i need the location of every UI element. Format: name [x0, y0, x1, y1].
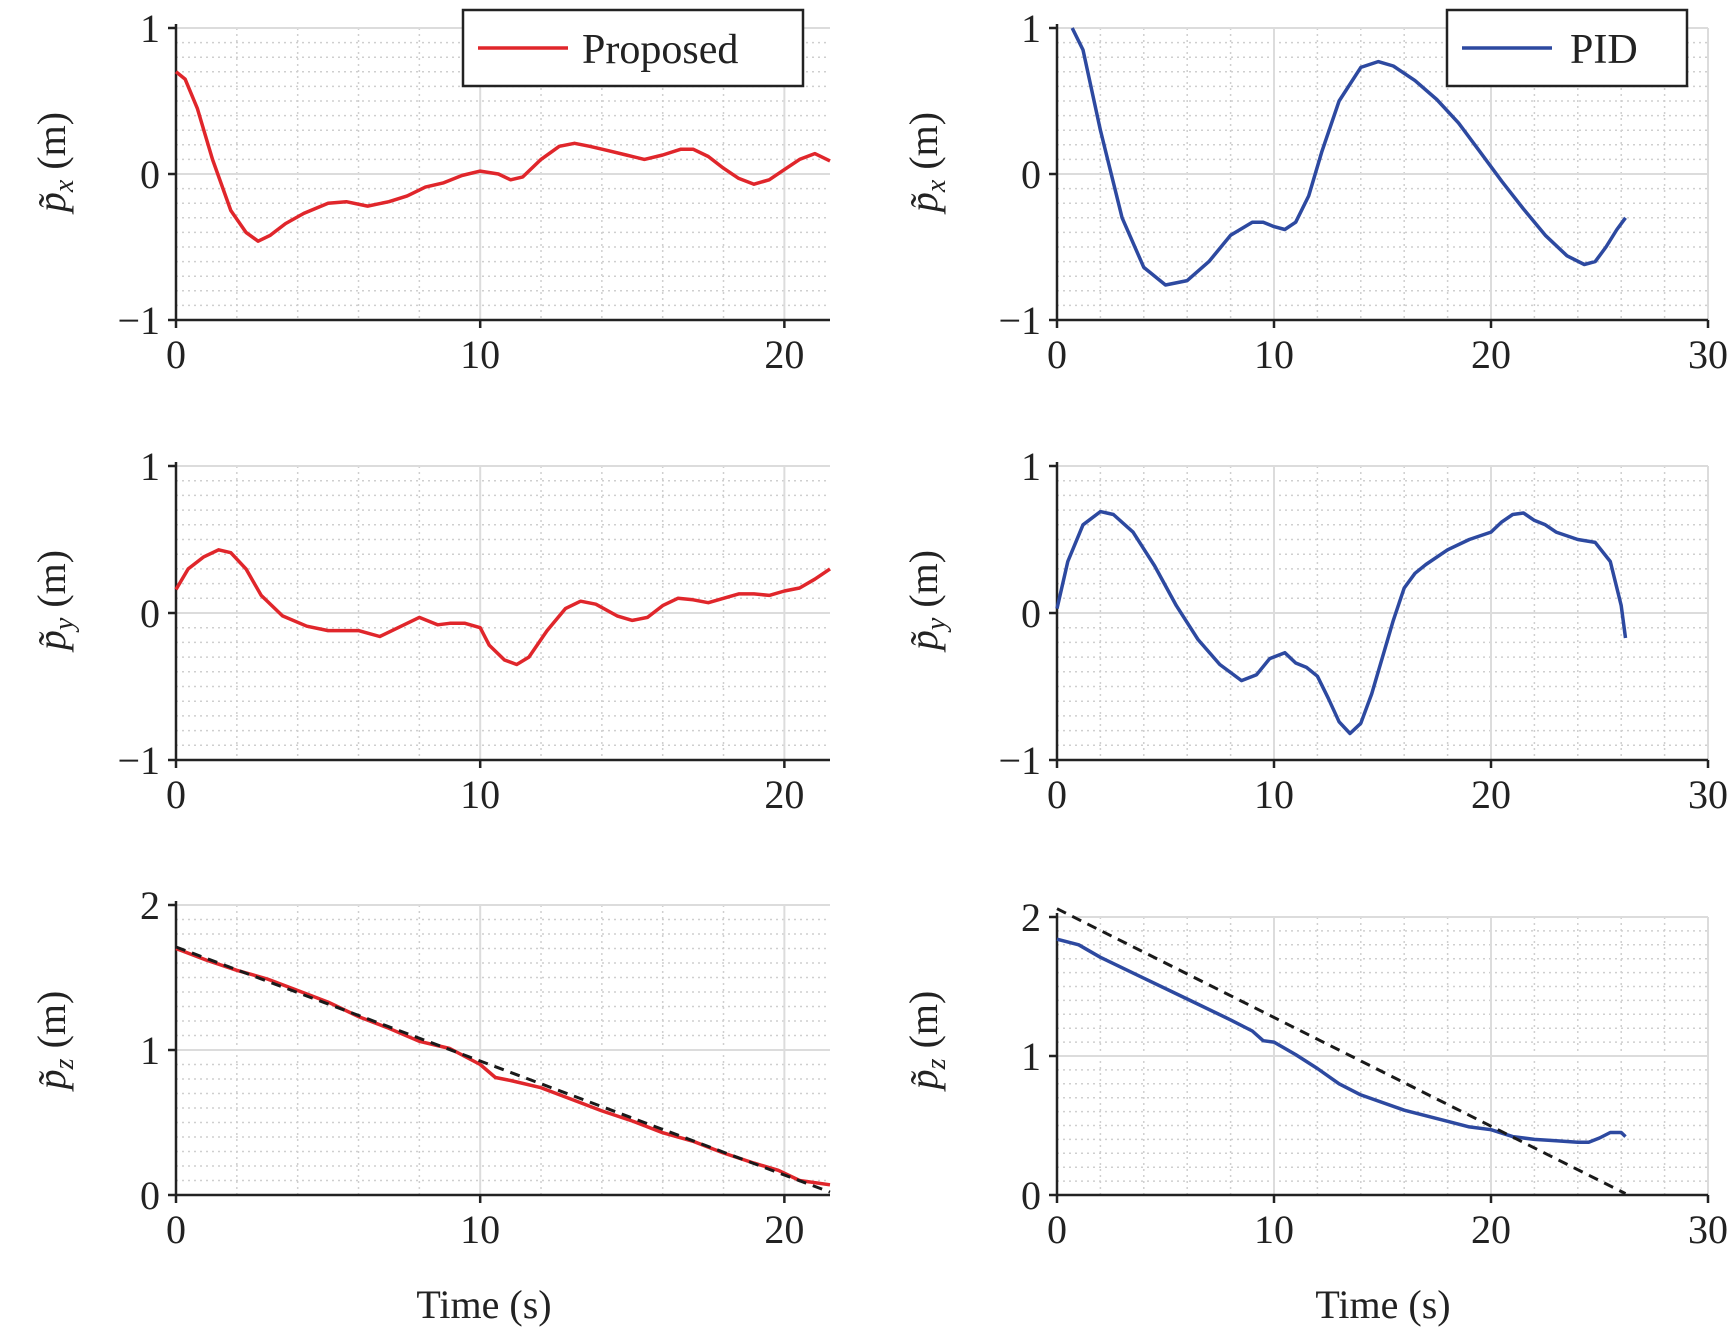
series-pid: [1070, 27, 1627, 287]
y-tick-label: 0: [140, 591, 160, 636]
y-tick-label: 1: [1021, 1034, 1041, 1079]
y-tick-label: 0: [1021, 152, 1041, 197]
legend-proposed: Proposed: [461, 8, 805, 88]
x-tick-label: 0: [166, 772, 186, 817]
x-tick-label: 20: [1471, 332, 1511, 377]
ylabel-px-right: p̃x (m): [901, 112, 952, 215]
ylabel-pz-right: p̃z (m): [901, 991, 952, 1093]
x-tick-label: 10: [460, 332, 500, 377]
x-tick-label: 0: [1047, 332, 1067, 377]
x-tick-label: 10: [1254, 332, 1294, 377]
y-tick-label: 1: [1021, 6, 1041, 51]
x-tick-label: 20: [764, 1207, 804, 1252]
y-tick-label: 0: [140, 1173, 160, 1218]
x-tick-label: 20: [764, 332, 804, 377]
y-tick-label: 2: [1021, 895, 1041, 940]
xlabel-right: Time (s): [1315, 1282, 1450, 1327]
legend-pid-label: PID: [1570, 27, 1638, 73]
series-pid: [1056, 937, 1627, 1144]
y-tick-label: −1: [117, 298, 160, 343]
x-tick-label: 30: [1688, 1207, 1728, 1252]
x-tick-label: 10: [460, 772, 500, 817]
x-tick-label: 20: [764, 772, 804, 817]
series-proposed: [174, 548, 831, 667]
y-tick-label: −1: [998, 298, 1041, 343]
panel-py_proposed: 0 10 20−101: [117, 444, 831, 817]
xlabel-left: Time (s): [416, 1282, 551, 1327]
x-tick-label: 20: [1471, 1207, 1511, 1252]
x-tick-label: 10: [460, 1207, 500, 1252]
reference-line: [1056, 907, 1627, 1195]
y-tick-label: −1: [998, 738, 1041, 783]
y-tick-label: 1: [140, 444, 160, 489]
panel-pz_pid: 0 10 20 30 0 1 2: [1021, 895, 1728, 1252]
panel-py_pid: 0 10 20 30−101: [998, 444, 1728, 817]
y-tick-label: 1: [140, 1028, 160, 1073]
x-tick-label: 20: [1471, 772, 1511, 817]
y-tick-label: 1: [1021, 444, 1041, 489]
x-tick-label: 0: [166, 332, 186, 377]
x-tick-label: 0: [1047, 772, 1067, 817]
panel-pz_proposed: 0 10 20 0 1 2: [140, 883, 831, 1252]
legend-proposed-label: Proposed: [582, 27, 738, 73]
ylabel-px-left-symbol: p̃: [29, 192, 74, 215]
ylabel-py-left: p̃y (m): [29, 550, 80, 653]
series-pid: [1055, 509, 1628, 736]
legend-pid: PID: [1445, 8, 1689, 88]
ylabel-py-right: p̃y (m): [901, 550, 952, 653]
series-proposed: [175, 946, 831, 1187]
x-tick-label: 30: [1688, 332, 1728, 377]
y-tick-label: −1: [117, 738, 160, 783]
reference-line: [175, 945, 831, 1194]
y-tick-label: 0: [1021, 591, 1041, 636]
x-tick-label: 0: [166, 1207, 186, 1252]
y-tick-label: 2: [140, 883, 160, 928]
x-tick-label: 10: [1254, 772, 1294, 817]
y-tick-label: 1: [140, 6, 160, 51]
y-tick-label: 0: [140, 152, 160, 197]
series-proposed: [174, 70, 831, 243]
panel-px_pid: 0 10 20 30−101: [998, 6, 1728, 377]
x-tick-label: 30: [1688, 772, 1728, 817]
ylabel-pz-left: p̃z (m): [29, 991, 80, 1093]
y-tick-label: 0: [1021, 1173, 1041, 1218]
ylabel-px-left: p̃x (m): [29, 112, 80, 215]
x-tick-label: 0: [1047, 1207, 1067, 1252]
x-tick-label: 10: [1254, 1207, 1294, 1252]
